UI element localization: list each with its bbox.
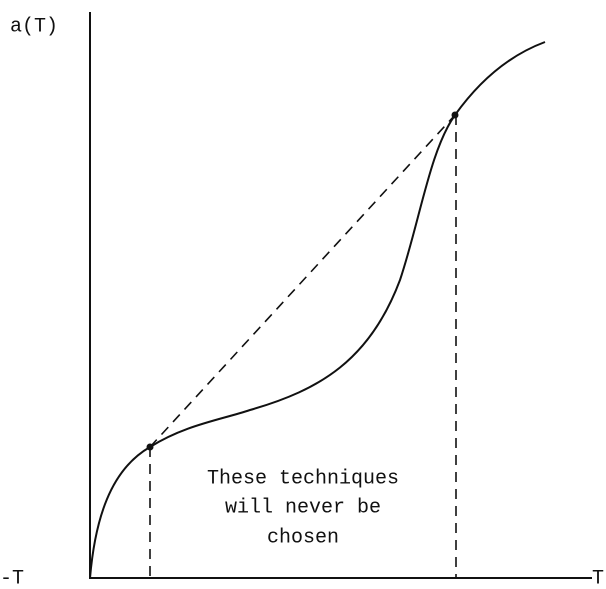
- annotation: chosen: [267, 526, 339, 549]
- y-axis-label: a(T): [10, 15, 58, 38]
- left-label: -T: [0, 567, 24, 589]
- annotation: These techniques: [207, 467, 399, 490]
- point: [146, 443, 154, 451]
- point: [451, 111, 459, 119]
- chord: [149, 114, 456, 448]
- annotation: will never be: [225, 496, 381, 519]
- x-axis-label: T: [592, 567, 604, 589]
